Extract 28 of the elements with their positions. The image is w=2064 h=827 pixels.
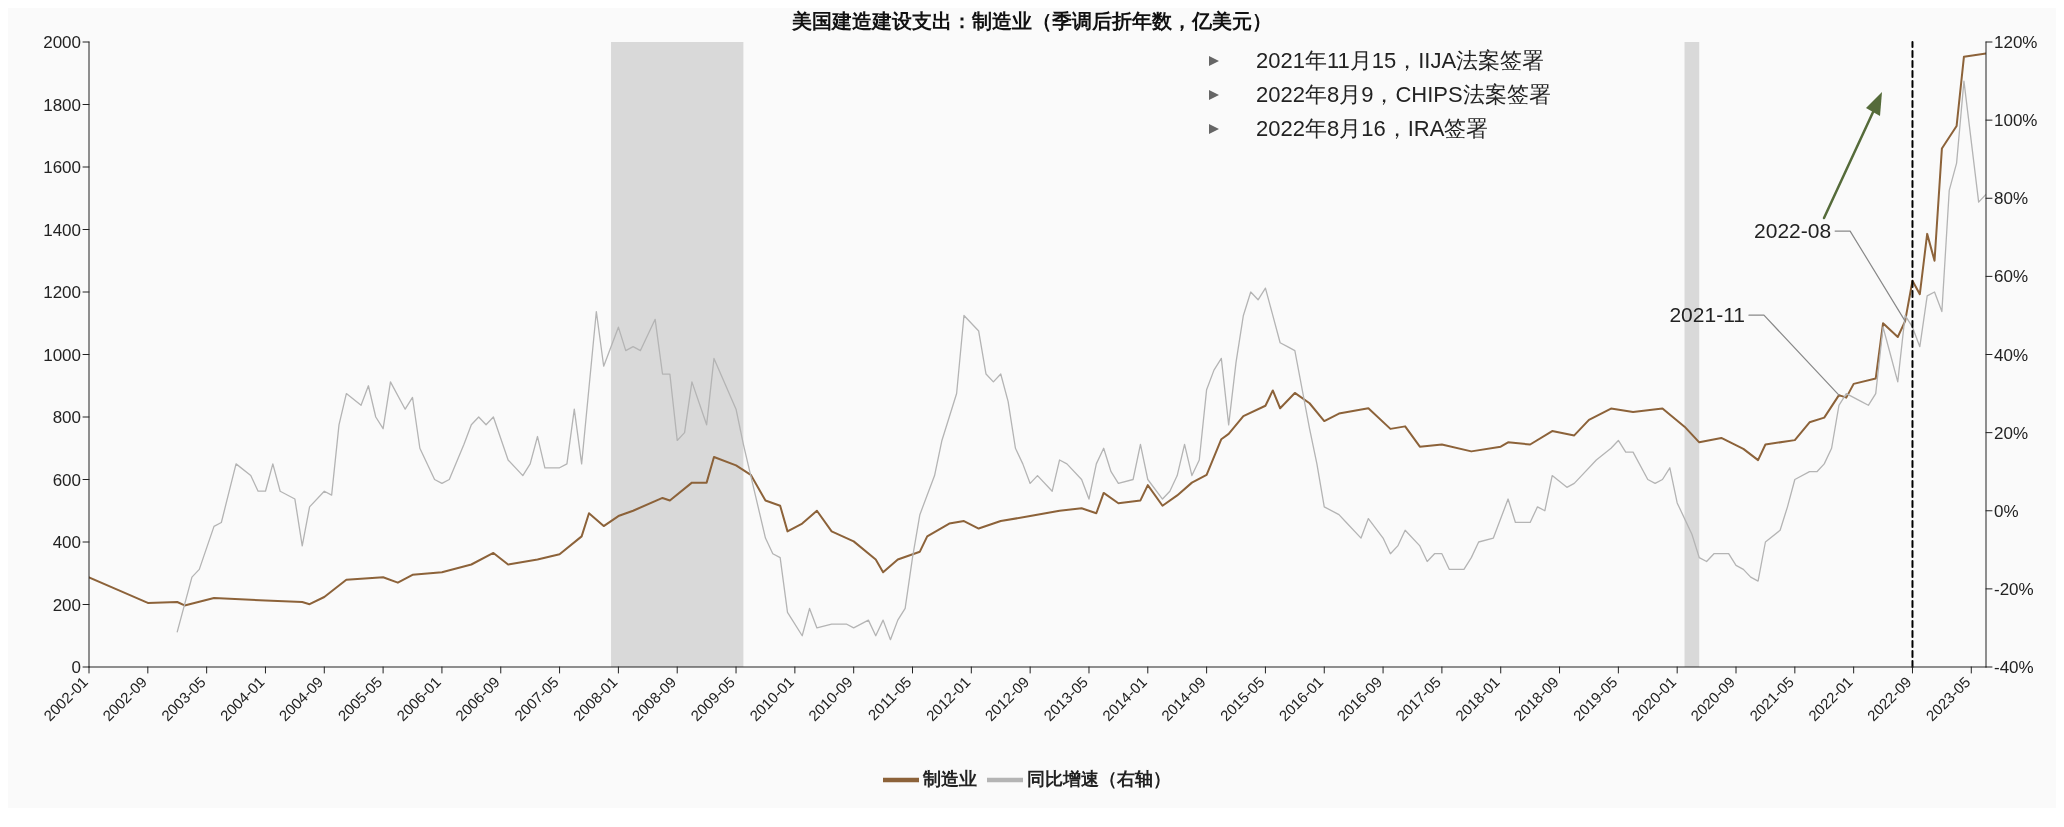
legend-label: 制造业 (923, 768, 977, 789)
y-tick-label: 1200 (43, 283, 81, 303)
y-tick-label: 1600 (43, 158, 81, 178)
y-tick-label: 200 (52, 595, 81, 615)
y-tick-label: 2000 (43, 33, 81, 53)
y-tick-label: 0 (71, 658, 81, 678)
y2-tick-label: 60% (1994, 267, 2029, 287)
annotation: 2022-08 (1754, 219, 1832, 243)
y2-tick-label: 80% (1994, 189, 2029, 209)
y-tick-label: 1800 (43, 95, 81, 115)
annotation: 2022年8月16，IRA签署 (1256, 115, 1489, 143)
y2-tick-label: 20% (1994, 423, 2029, 443)
y2-tick-label: -40% (1994, 658, 2034, 678)
legend-label: 同比增速（右轴） (1027, 768, 1171, 789)
annotation: 2022年8月9，CHIPS法案签署 (1256, 81, 1551, 109)
y-tick-label: 1400 (43, 220, 81, 240)
chart-title: 美国建造建设支出：制造业（季调后折年数，亿美元） (791, 9, 1273, 34)
y2-tick-label: 0% (1994, 501, 2019, 521)
y2-tick-label: 120% (1994, 33, 2038, 53)
y2-tick-label: -20% (1994, 579, 2034, 599)
y-tick-label: 1000 (43, 345, 81, 365)
y2-tick-label: 40% (1994, 345, 2029, 365)
annotation: 2021-11 (1669, 303, 1745, 327)
annotation: 2021年11月15，IIJA法案签署 (1256, 47, 1545, 75)
y2-tick-label: 100% (1994, 111, 2038, 131)
y-tick-label: 400 (52, 533, 81, 553)
y-tick-label: 800 (52, 408, 81, 428)
y-tick-label: 600 (52, 470, 81, 490)
